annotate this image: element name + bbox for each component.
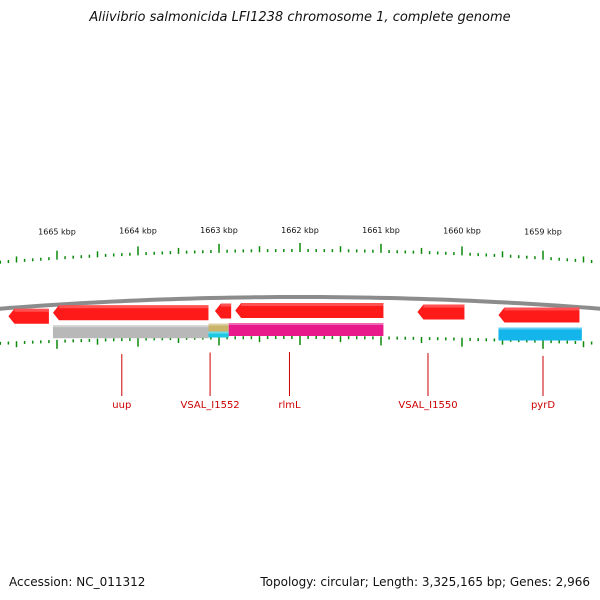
genome-title: Aliivibrio salmonicida LFI1238 chromosom… <box>89 10 511 25</box>
cds-arrow-highlight <box>504 307 580 311</box>
gene-label: VSAL_I1550 <box>398 400 457 411</box>
cds-arrow-highlight <box>14 308 49 312</box>
ruler-layer: 1665 kbp 1664 kbp 1663 kbp 1662 kbp 1661 kbp… <box>0 226 593 349</box>
cds-arrow <box>498 307 580 323</box>
cds-arrow <box>235 303 384 319</box>
ruler-major-label: 1665 kbp <box>38 228 76 237</box>
feature-region-highlight <box>228 323 384 326</box>
cds-arrow <box>214 303 232 319</box>
feature-region-highlight <box>498 327 582 330</box>
ruler-major-label: 1664 kbp <box>119 227 157 236</box>
gene-label: uup <box>112 400 131 411</box>
ruler-major-label: 1660 kbp <box>443 227 481 236</box>
feature-layer <box>8 303 582 341</box>
cds-arrow <box>8 308 49 324</box>
gene-label: VSAL_I1552 <box>180 400 239 411</box>
accession-text: Accession: NC_011312 <box>9 575 146 589</box>
gene-label: rlmL <box>278 400 301 411</box>
ruler-major-label: 1663 kbp <box>200 226 238 235</box>
feature-region-bar <box>52 325 209 339</box>
genome-backbone <box>0 294 600 311</box>
cds-arrow-highlight <box>241 303 384 307</box>
feature-region-highlight <box>208 331 229 334</box>
cds-arrow <box>417 304 465 320</box>
feature-region-highlight <box>208 323 229 326</box>
genome-summary-text: Topology: circular; Length: 3,325,165 bp… <box>260 575 590 589</box>
gene-label: pyrD <box>531 400 555 411</box>
ruler-major-label: 1661 kbp <box>362 226 400 235</box>
ruler-major-label: 1662 kbp <box>281 226 319 235</box>
feature-region-bar <box>498 327 582 341</box>
ruler-major-label: 1659 kbp <box>524 228 562 237</box>
gene-label-layer: uup VSAL_I1552 rlmL VSAL_I1550 pyrD <box>112 352 555 411</box>
cds-arrow <box>52 305 209 321</box>
feature-region-bar <box>208 331 229 338</box>
feature-region-highlight <box>52 325 209 328</box>
backbone-layer <box>0 294 600 311</box>
cds-arrow-highlight <box>423 304 465 308</box>
cds-arrow-highlight <box>220 303 232 307</box>
cds-arrow-highlight <box>58 305 209 309</box>
feature-region-bar <box>228 323 384 337</box>
